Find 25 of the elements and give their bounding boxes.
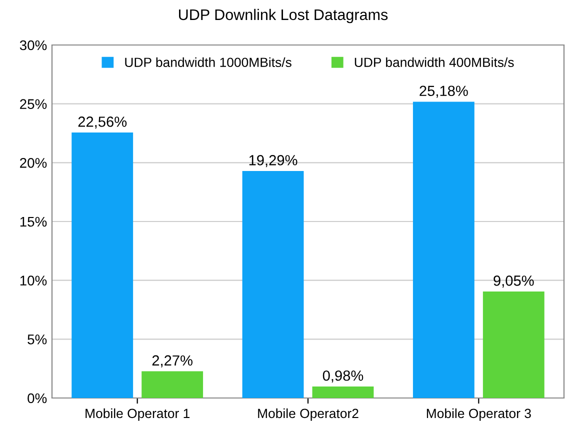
y-tick-label: 25%: [20, 99, 47, 110]
bar: [142, 371, 204, 398]
bar: [312, 386, 374, 398]
data-label: 0,98%: [322, 370, 364, 383]
bar: [72, 132, 134, 398]
y-tick-label: 0%: [28, 393, 47, 404]
x-tick-label: Mobile Operator 3: [426, 408, 531, 421]
data-label: 22,56%: [78, 116, 127, 129]
y-tick-label: 20%: [20, 158, 47, 168]
y-tick-label: 5%: [28, 334, 47, 344]
x-tick-label: Mobile Operator2: [258, 408, 358, 421]
data-label: 2,27%: [152, 355, 192, 368]
y-tick-label: 30%: [20, 40, 47, 50]
chart-title: UDP Downlink Lost Datagrams: [179, 8, 388, 24]
x-tick-label: Mobile Operator 1: [86, 408, 190, 421]
data-label: 19,29%: [249, 155, 298, 168]
data-label: 25,18%: [420, 86, 468, 98]
y-tick-label: 15%: [20, 216, 47, 227]
bar: [242, 171, 304, 398]
data-label: 9,05%: [494, 276, 534, 288]
bar: [412, 102, 474, 398]
bar: [482, 292, 544, 398]
legend-label: UDP bandwidth 400MBits/s: [354, 57, 514, 68]
legend-label: UDP bandwidth 1000MBits/s: [125, 57, 292, 68]
y-tick-label: 10%: [20, 276, 47, 286]
